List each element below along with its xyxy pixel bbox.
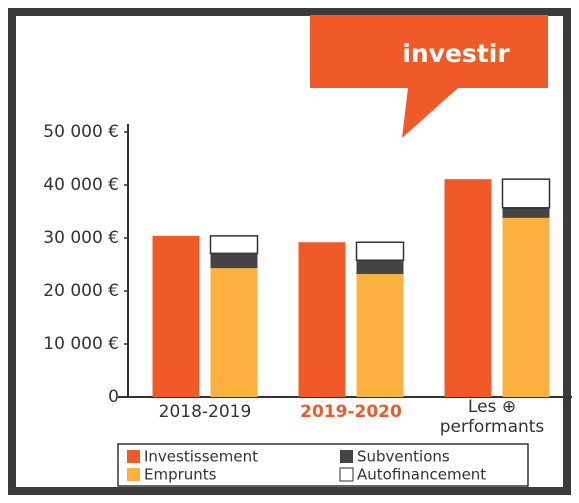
bar [209, 235, 259, 255]
legend-box [117, 443, 529, 487]
badge-bubble [310, 15, 548, 138]
y-tick-label: 0 [108, 387, 119, 407]
bar [501, 178, 551, 209]
y-tick-label: 10 000 € [43, 334, 119, 354]
bar [502, 217, 550, 397]
y-tick-label: 40 000 € [43, 175, 119, 195]
legend-swatch [339, 467, 354, 482]
bar [356, 274, 404, 397]
bar [444, 179, 492, 397]
x-tick-label: 2018-2019 [158, 402, 252, 422]
bar [355, 241, 405, 262]
bar [210, 268, 258, 397]
bar [152, 235, 200, 397]
legend-label: Investissement [144, 448, 258, 466]
legend-swatch [127, 468, 140, 481]
badge-text: investir [402, 39, 510, 68]
legend-label: Subventions [357, 448, 450, 466]
legend-swatch [340, 450, 353, 463]
bar [298, 242, 346, 397]
x-tick-label: Les ⊕ performants [439, 397, 545, 437]
bar [356, 260, 404, 275]
legend-label: Autofinancement [357, 466, 486, 484]
bar [502, 207, 550, 218]
legend-label: Emprunts [144, 466, 217, 484]
bar [210, 253, 258, 269]
frame [8, 8, 571, 495]
legend-swatch [127, 450, 140, 463]
y-tick-label: 30 000 € [43, 228, 119, 248]
y-tick-label: 20 000 € [43, 281, 119, 301]
y-tick-label: 50 000 € [43, 122, 119, 142]
x-tick-label: 2019-2020 [300, 402, 402, 422]
